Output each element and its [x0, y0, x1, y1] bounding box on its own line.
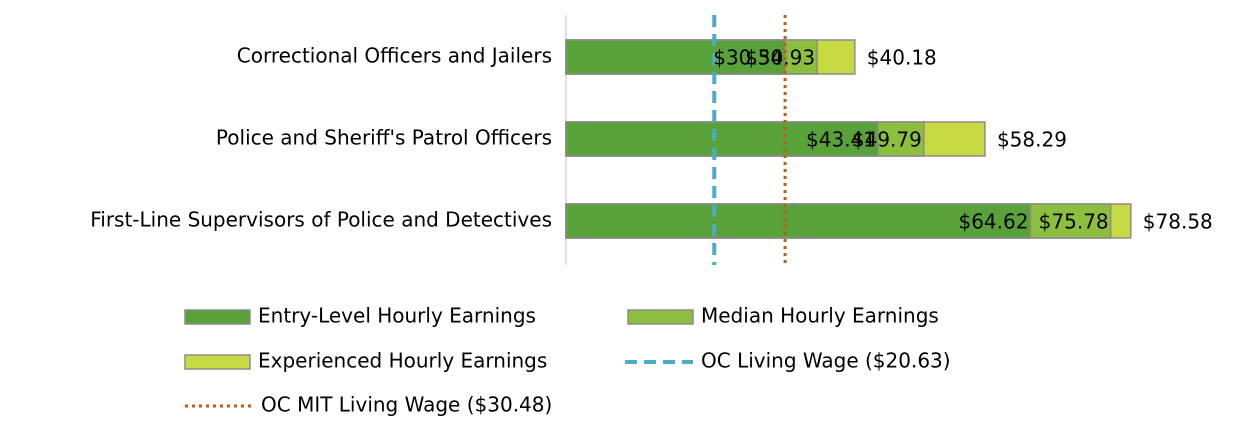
bar: [565, 203, 1032, 239]
legend-label: OC Living Wage ($20.63): [701, 349, 951, 373]
data-label: $78.58: [1143, 210, 1213, 234]
data-label: $40.18: [867, 46, 937, 70]
legend-label: Median Hourly Earnings: [701, 304, 939, 328]
bar: [565, 121, 879, 157]
data-label: $34.93: [745, 46, 815, 70]
category-label: Correctional Officers and Jailers: [237, 44, 552, 68]
data-label: $58.29: [997, 128, 1067, 152]
legend-label: OC MIT Living Wage ($30.48): [261, 393, 552, 417]
category-label: Police and Sheriff's Patrol Officers: [216, 126, 552, 150]
data-label: $75.78: [1039, 210, 1109, 234]
legend-label: Experienced Hourly Earnings: [258, 349, 547, 373]
data-label: $64.62: [958, 210, 1028, 234]
data-label: $49.79: [852, 128, 922, 152]
data-label: $30.50: [713, 46, 783, 70]
category-label: First-Line Supervisors of Police and Det…: [90, 208, 552, 232]
legend-swatch: [184, 354, 251, 370]
data-label: $43.41: [806, 128, 876, 152]
legend-swatch: [184, 309, 251, 325]
legend-label: Entry-Level Hourly Earnings: [258, 304, 536, 328]
legend-swatch: [627, 309, 694, 325]
